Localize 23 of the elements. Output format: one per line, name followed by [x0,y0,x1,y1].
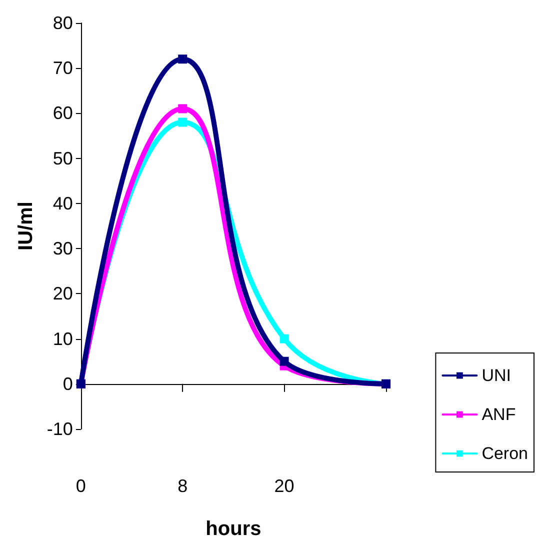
y-tick-label: 30 [52,238,73,259]
legend-label: Ceron [482,444,528,463]
point [178,104,188,114]
x-axis-title: hours [206,518,262,540]
x-tick-label: 8 [178,476,188,496]
y-tick-label: 70 [52,58,73,78]
legend-label: UNI [482,366,511,385]
x-tick-label: 0 [76,476,86,496]
y-tick-label: 40 [52,193,73,214]
legend-label: ANF [482,405,516,424]
y-axis-title: IU/ml [15,202,37,250]
point [280,356,289,366]
y-tick-label: 50 [52,148,73,168]
x-tick-label: 20 [274,476,294,496]
y-tick-label: 80 [52,13,73,33]
y-tick-label: 20 [52,284,73,304]
point [178,54,188,64]
y-tick-label: -10 [46,419,73,439]
point [178,118,188,127]
y-tick-label: 0 [62,374,73,394]
y-tick-label: 60 [52,103,73,124]
point [280,334,289,344]
y-tick-label: 10 [52,328,73,349]
